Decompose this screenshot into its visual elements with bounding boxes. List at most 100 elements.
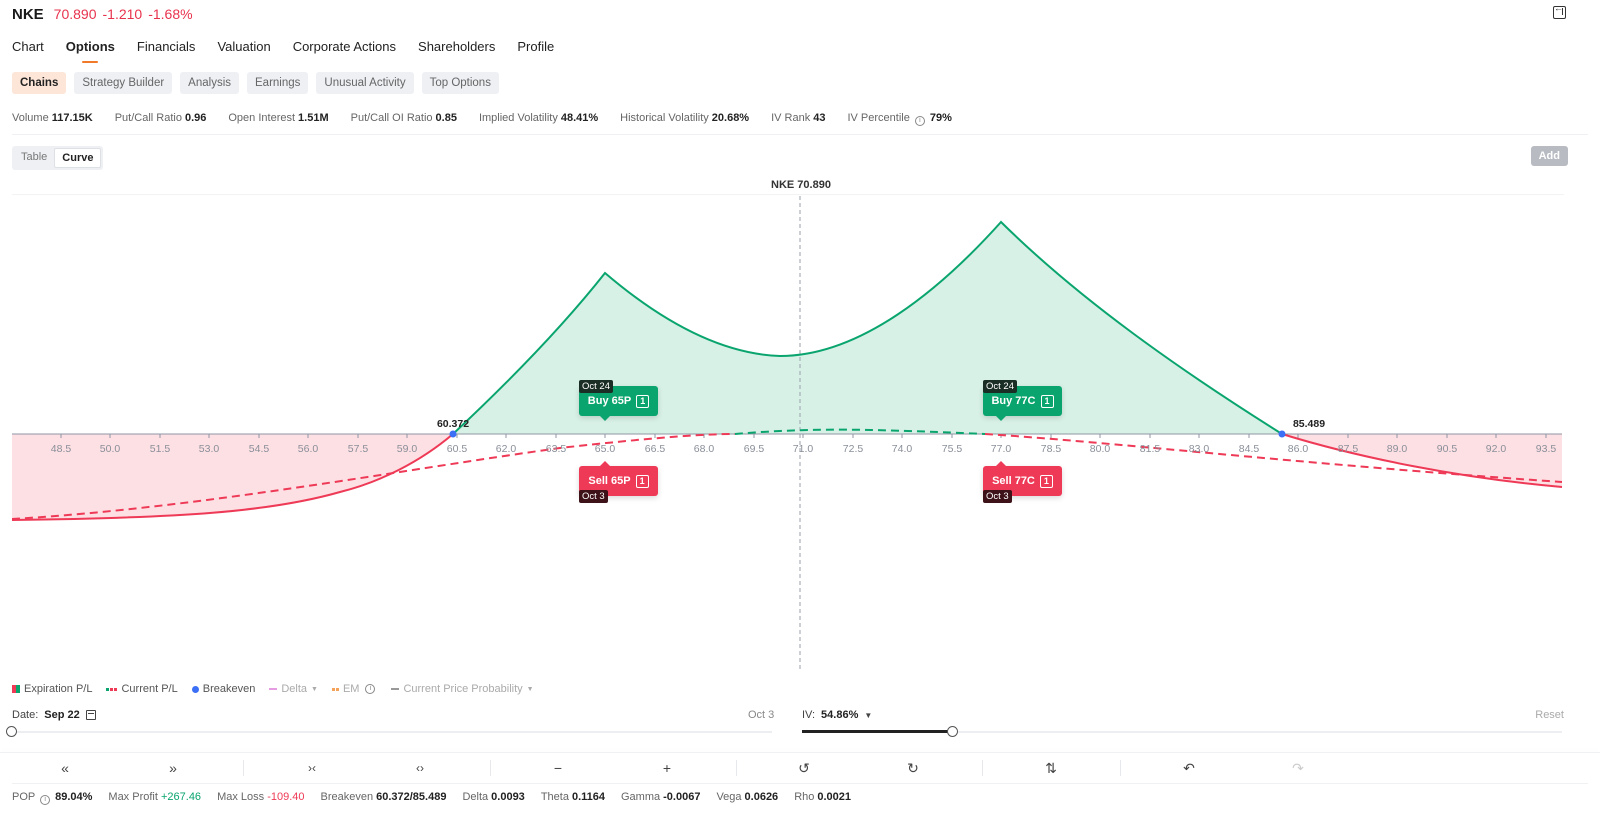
leg-qty: 1: [635, 474, 649, 488]
subtab-analysis[interactable]: Analysis: [180, 72, 239, 94]
tab-options[interactable]: Options: [65, 39, 115, 54]
x-tick: 77.0: [990, 443, 1012, 455]
legend-em[interactable]: EM i: [331, 683, 378, 695]
leg-sell-77c[interactable]: Sell 77C 1: [983, 466, 1062, 496]
shift-right-button[interactable]: »: [169, 760, 177, 776]
info-icon[interactable]: i: [40, 795, 51, 805]
zoom-in-button[interactable]: +: [662, 760, 672, 776]
tab-financials[interactable]: Financials: [136, 39, 196, 54]
swap-icon[interactable]: ⇅: [1045, 759, 1057, 776]
iv-slider-fill: [802, 730, 952, 733]
x-tick: 71.0: [792, 443, 814, 455]
collapse-panel-icon[interactable]: [1553, 3, 1566, 19]
leg-pointer: [996, 416, 1006, 421]
chevron-down-icon[interactable]: ▼: [864, 710, 873, 720]
legend-delta[interactable]: Delta ▼: [269, 683, 318, 695]
subtab-earnings[interactable]: Earnings: [247, 72, 309, 94]
add-button[interactable]: Add: [1530, 146, 1568, 166]
x-tick: 50.0: [99, 443, 121, 455]
quote-values: 70.890 -1.210 -1.68%: [54, 6, 193, 22]
subtab-chains[interactable]: Chains: [12, 72, 67, 94]
toolbar-separator: [1120, 760, 1121, 776]
shift-left-button[interactable]: «: [61, 760, 69, 776]
x-tick: 56.0: [297, 443, 319, 455]
time-forward-icon[interactable]: ↻: [907, 759, 919, 776]
widen-range-button[interactable]: ‹›: [416, 761, 424, 775]
x-tick: 86.0: [1287, 443, 1309, 455]
legend-breakeven[interactable]: Breakeven: [191, 683, 255, 695]
metric-max-profit: Max Profit +267.46: [108, 791, 202, 803]
current-pl-swatch-icon: [106, 687, 118, 691]
loss-area-right: [1282, 434, 1562, 487]
legend-expiration-pl[interactable]: Expiration P/L: [12, 683, 92, 695]
metric-rho: Rho 0.0021: [794, 791, 852, 803]
x-tick: 83.0: [1188, 443, 1210, 455]
metric-pop: POP i 89.04%: [12, 791, 93, 805]
calendar-icon[interactable]: [85, 710, 96, 720]
subtab-top-options[interactable]: Top Options: [421, 72, 499, 94]
stat-historical-volatility: Historical Volatility 20.68%: [620, 112, 750, 124]
stat-volume: Volume 117.15K: [12, 112, 93, 124]
toolbar-separator: [736, 760, 737, 776]
x-tick: 89.0: [1386, 443, 1408, 455]
iv-control: IV: 54.86% ▼: [802, 709, 872, 721]
leg-date-badge: Oct 3: [983, 490, 1012, 503]
tab-chart[interactable]: Chart: [12, 39, 44, 54]
tab-shareholders[interactable]: Shareholders: [418, 39, 496, 54]
chart-top-border: [12, 194, 1564, 195]
leg-date-badge: Oct 24: [983, 380, 1017, 393]
main-tabs: Chart Options Financials Valuation Corpo…: [12, 39, 554, 54]
table-view-button[interactable]: Table: [21, 151, 48, 163]
ticker-symbol: NKE: [12, 5, 44, 23]
date-slider-track[interactable]: [12, 731, 772, 733]
x-tick: 84.5: [1238, 443, 1260, 455]
leg-label: Sell 65P: [588, 475, 631, 487]
reset-button[interactable]: Reset: [1535, 709, 1564, 721]
toolbar-top-border: [0, 752, 1600, 753]
leg-label: Buy 65P: [587, 395, 632, 407]
toolbar-separator: [490, 760, 491, 776]
metric-delta: Delta 0.0093: [462, 791, 525, 803]
divider: [12, 134, 1588, 135]
narrow-range-button[interactable]: ›‹: [308, 761, 316, 775]
toolbar-separator: [243, 760, 244, 776]
breakeven-dot-icon: [191, 685, 199, 693]
redo-icon[interactable]: ↷: [1292, 759, 1304, 776]
subtab-unusual-activity[interactable]: Unusual Activity: [316, 72, 414, 94]
breakeven-label-left: 60.372: [436, 418, 470, 430]
info-icon[interactable]: i: [914, 116, 925, 126]
iv-slider-track[interactable]: [802, 731, 1562, 733]
x-tick: 74.0: [891, 443, 913, 455]
tab-corporate-actions[interactable]: Corporate Actions: [292, 39, 397, 54]
legend-current-price-probability[interactable]: Current Price Probability ▼: [391, 683, 534, 695]
legend-current-pl[interactable]: Current P/L: [106, 683, 178, 695]
leg-label: Buy 77C: [991, 395, 1036, 407]
date-value[interactable]: Sep 22: [44, 709, 80, 721]
x-tick: 60.5: [446, 443, 468, 455]
curve-view-button[interactable]: Curve: [54, 148, 102, 168]
iv-slider-handle[interactable]: [947, 726, 958, 737]
breakeven-point-left: [449, 430, 457, 438]
subtab-strategy-builder[interactable]: Strategy Builder: [74, 72, 173, 94]
x-tick: 87.5: [1337, 443, 1359, 455]
stat-put-call-ratio: Put/Call Ratio 0.96: [114, 112, 207, 124]
time-back-icon[interactable]: ↺: [798, 759, 810, 776]
date-slider-handle[interactable]: [6, 726, 17, 737]
x-tick: 78.5: [1040, 443, 1062, 455]
metric-theta: Theta 0.1164: [540, 791, 605, 803]
undo-icon[interactable]: ↶: [1183, 759, 1195, 776]
strategy-metrics: POP i 89.04% Max Profit +267.46 Max Loss …: [12, 791, 851, 805]
leg-date-badge: Oct 24: [579, 380, 613, 393]
tab-valuation[interactable]: Valuation: [217, 39, 271, 54]
tab-profile[interactable]: Profile: [517, 39, 555, 54]
leg-label: Sell 77C: [992, 475, 1035, 487]
info-icon[interactable]: i: [365, 684, 376, 694]
x-tick: 75.5: [941, 443, 963, 455]
x-tick: 90.5: [1436, 443, 1458, 455]
zoom-out-button[interactable]: −: [553, 760, 563, 776]
view-toggle: Table Curve: [12, 146, 104, 170]
probability-line-icon: [391, 688, 400, 690]
iv-value-dropdown[interactable]: 54.86%: [821, 709, 859, 721]
x-tick: 93.5: [1535, 443, 1557, 455]
